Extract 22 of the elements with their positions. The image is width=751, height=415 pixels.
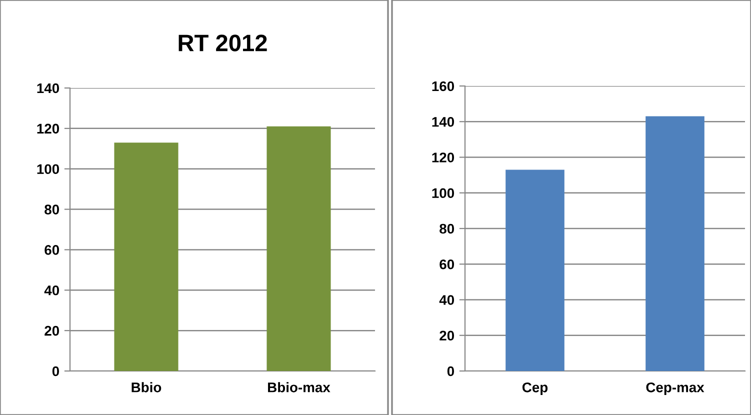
chart-title: RT 2012 (178, 34, 267, 52)
y-tick-label: 80 (440, 224, 454, 234)
y-tick-label: 80 (44, 204, 60, 214)
y-tick-label: 140 (37, 83, 60, 94)
y-tick-label: 20 (440, 330, 454, 341)
y-tick-label: 140 (432, 116, 454, 127)
y-tick-label: 60 (44, 245, 60, 255)
y-tick-label: 100 (432, 188, 454, 198)
y-tick-label: 20 (44, 326, 60, 336)
x-tick-label: Cep-max (646, 382, 704, 396)
y-tick-label: 60 (440, 259, 454, 270)
x-tick-label: Bbio-max (268, 382, 330, 392)
x-tick-label: Bbio (132, 382, 162, 392)
x-tick-label: Cep (522, 382, 548, 396)
y-tick-label: 100 (37, 164, 60, 174)
y-tick-label: 0 (52, 366, 60, 376)
y-tick-label: 120 (37, 124, 60, 134)
y-tick-label: 40 (44, 285, 60, 296)
y-tick-label: 120 (432, 152, 454, 162)
y-tick-label: 160 (432, 81, 454, 92)
y-tick-label: 40 (439, 295, 454, 305)
y-tick-label: 0 (447, 366, 454, 376)
